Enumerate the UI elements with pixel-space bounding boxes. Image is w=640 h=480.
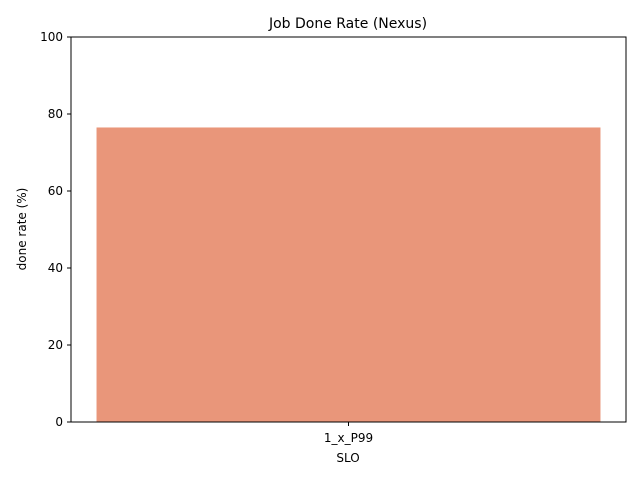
x-axis-label: SLO — [336, 451, 359, 465]
y-tick-label: 0 — [55, 415, 63, 429]
y-axis-label: done rate (%) — [15, 188, 29, 271]
y-tick-label: 40 — [48, 261, 63, 275]
x-axis: 1_x_P99 — [324, 422, 373, 445]
y-tick-label: 100 — [40, 30, 63, 44]
y-tick-label: 80 — [48, 107, 63, 121]
chart-title: Job Done Rate (Nexus) — [268, 16, 427, 32]
y-tick-label: 60 — [48, 184, 63, 198]
plot-area — [96, 127, 601, 422]
bar-1_x_P99 — [96, 127, 601, 422]
x-tick-label: 1_x_P99 — [324, 431, 373, 445]
y-tick-label: 20 — [48, 338, 63, 352]
y-axis: 0 20 40 60 80 100 — [40, 30, 71, 429]
